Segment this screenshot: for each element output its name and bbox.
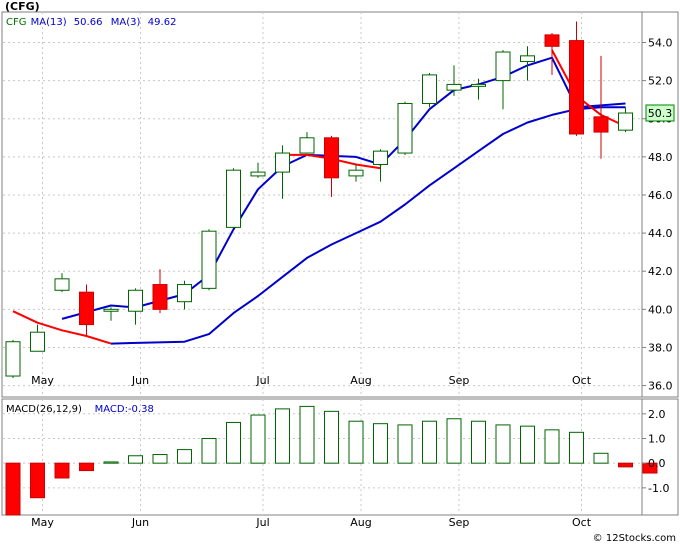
price-legend-item: 50.66 [74, 17, 103, 28]
price-tick-label: 36.0 [648, 380, 673, 393]
price-legend-item: CFG [6, 17, 26, 28]
macd-bar-positive [299, 405, 315, 464]
candle-up [128, 289, 143, 312]
price-legend-item: 49.62 [148, 17, 177, 28]
price-tick-label: 46.0 [648, 189, 673, 202]
macd-month-label: Jul [255, 516, 269, 529]
price-month-label: Aug [350, 374, 371, 387]
price-month-label: Jun [131, 374, 149, 387]
macd-tick-label: -1.0 [648, 482, 669, 495]
candle-down [79, 291, 94, 326]
candle-up [177, 284, 192, 303]
candle-up [103, 308, 119, 312]
macd-bar-negative [30, 462, 45, 499]
macd-bar-positive [373, 423, 388, 464]
macd-bar-positive [152, 454, 168, 464]
macd-bar-negative [5, 462, 21, 516]
macd-bar-positive [593, 452, 609, 464]
candle-up [495, 51, 511, 82]
macd-tick-label: 2.0 [648, 408, 666, 421]
candle-down [593, 116, 609, 133]
candle-up [471, 83, 486, 87]
macd-bar-positive [348, 420, 364, 464]
macd-bar-negative [642, 462, 658, 474]
last-price-label: 50.3 [648, 107, 673, 120]
macd-legend-item: MACD(26,12,9) [6, 404, 82, 415]
price-month-label: Jul [255, 374, 269, 387]
macd-panel-frame [1, 398, 679, 516]
macd-bar-positive [544, 429, 560, 464]
candle-up [201, 230, 217, 289]
macd-bar-positive [275, 408, 290, 464]
macd-month-label: May [31, 516, 54, 529]
price-month-label: Sep [449, 374, 470, 387]
candle-up [226, 169, 241, 228]
macd-bar-positive [201, 437, 217, 464]
ma-line-ma-13-lower [110, 106, 626, 345]
price-legend-item: MA(13) [31, 17, 67, 28]
last-price-badge [645, 104, 675, 122]
candle-down [152, 284, 168, 310]
price-legend-item: MA(3) [111, 17, 141, 28]
price-tick-label: 44.0 [648, 227, 673, 240]
price-tick-label: 40.0 [648, 303, 673, 316]
macd-bar-negative [79, 462, 94, 472]
macd-bar-positive [103, 461, 119, 464]
macd-bar-positive [471, 420, 486, 464]
price-tick-label: 54.0 [648, 36, 673, 49]
candle-up [299, 137, 315, 154]
macd-bar-positive [177, 449, 192, 464]
macd-bar-positive [128, 455, 143, 464]
candle-up [5, 341, 21, 377]
candle-up [30, 331, 45, 352]
candle-up [520, 55, 535, 63]
ma-line-ma-3-down-1 [12, 310, 112, 345]
chart-title: (CFG) [5, 0, 40, 13]
candle-up [54, 278, 70, 291]
macd-bar-negative [618, 462, 633, 468]
macd-tick-label: 0.0 [648, 457, 666, 470]
macd-month-label: Oct [572, 516, 592, 529]
macd-bar-positive [520, 425, 535, 464]
macd-legend-item: MACD:-0.38 [95, 404, 154, 415]
macd-bar-positive [397, 424, 413, 464]
price-month-label: May [31, 374, 54, 387]
price-tick-label: 52.0 [648, 75, 673, 88]
macd-bar-positive [226, 421, 241, 464]
macd-tick-label: 1.0 [648, 432, 666, 445]
price-tick-label: 38.0 [648, 341, 673, 354]
macd-bar-positive [569, 431, 584, 464]
macd-bar-positive [495, 424, 511, 464]
candle-down [324, 137, 339, 179]
ma-line-ma-3-down-3 [551, 49, 626, 128]
candle-up [422, 74, 437, 104]
macd-month-label: Aug [350, 516, 371, 529]
candle-up [275, 152, 290, 173]
macd-bar-positive [422, 420, 437, 464]
candle-up [618, 112, 633, 131]
price-tick-label: 42.0 [648, 265, 673, 278]
macd-bar-positive [250, 414, 266, 464]
candle-up [397, 102, 413, 154]
price-month-label: Oct [572, 374, 592, 387]
macd-bar-positive [446, 418, 462, 464]
macd-month-label: Jun [131, 516, 149, 529]
candle-down [569, 40, 584, 135]
macd-bar-positive [324, 410, 339, 464]
candle-down [544, 34, 560, 47]
candle-up [348, 169, 364, 177]
candle-up [250, 171, 266, 177]
candle-up [446, 83, 462, 91]
price-tick-label: 48.0 [648, 151, 673, 164]
macd-bar-negative [54, 462, 70, 479]
copyright-text: © 12Stocks.com [593, 533, 676, 544]
macd-month-label: Sep [449, 516, 470, 529]
candle-up [373, 150, 388, 165]
